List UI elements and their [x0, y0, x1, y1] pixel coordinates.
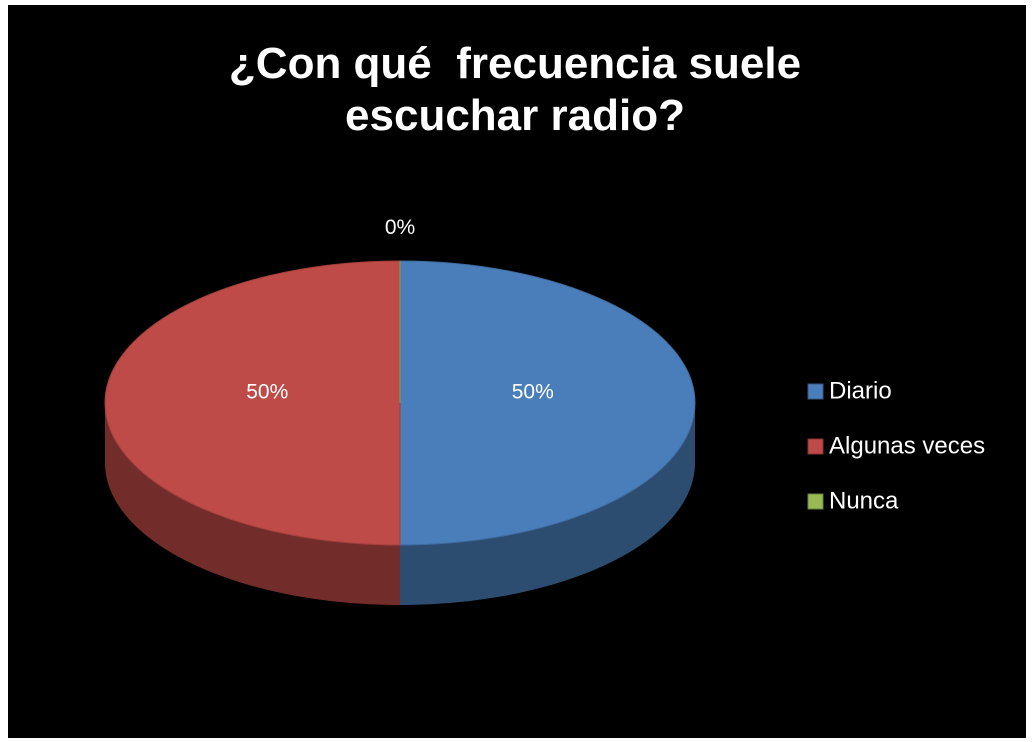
- pie-slice-side: [105, 403, 400, 605]
- data-label: 50%: [246, 381, 288, 404]
- legend-label: Diario: [829, 377, 892, 404]
- data-label: 50%: [512, 381, 554, 404]
- data-label: 0%: [385, 216, 415, 239]
- legend-label: Algunas veces: [829, 432, 985, 459]
- pie-slice-side: [400, 403, 695, 605]
- chart-title: ¿Con qué frecuencia suele escuchar radio…: [228, 39, 814, 140]
- legend-marker: [807, 383, 824, 400]
- legend-label: Nunca: [829, 487, 899, 514]
- pie-slice: [399, 260, 696, 546]
- legend-marker: [807, 438, 824, 455]
- pie-slice: [104, 260, 401, 546]
- legend-marker: [807, 493, 824, 510]
